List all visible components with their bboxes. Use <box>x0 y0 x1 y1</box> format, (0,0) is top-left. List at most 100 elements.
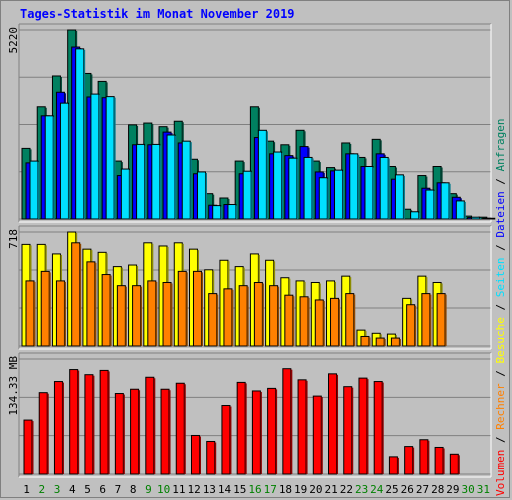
x-tick-label-day-3: 3 <box>54 483 61 496</box>
bar-seiten-day-23 <box>364 166 374 220</box>
bar-volumen-day-11 <box>175 382 185 475</box>
bar-shadow-rechner-day-1 <box>34 281 36 346</box>
bar-shadow-rechner-day-7 <box>125 286 127 346</box>
bar-volumen-day-7 <box>114 393 124 475</box>
bar-volumen-day-12 <box>190 434 200 475</box>
bar-volumen-day-29 <box>449 453 459 475</box>
legend-entry-dateien: Dateien <box>494 191 507 237</box>
x-tick-label-day-4: 4 <box>69 483 76 496</box>
x-tick-label-day-26: 26 <box>401 483 414 496</box>
bar-shadow-seiten-day-16 <box>266 131 268 219</box>
bar-seiten-day-26 <box>410 211 420 220</box>
bar-seiten-day-1 <box>29 160 39 220</box>
bar-seiten-day-19 <box>303 156 313 220</box>
bar-shadow-volumen-day-14 <box>229 406 232 474</box>
bar-shadow-seiten-day-29 <box>464 201 466 219</box>
x-tick-label-day-16: 16 <box>248 483 261 496</box>
legend: Volumen / Rechner / Besuche / Seiten / D… <box>494 118 507 496</box>
x-tick-label-day-5: 5 <box>84 483 91 496</box>
bar-rechner-day-7 <box>116 285 126 347</box>
bar-rechner-day-21 <box>330 297 340 347</box>
bar-shadow-seiten-day-26 <box>418 212 421 219</box>
bar-shadow-seiten-day-5 <box>98 95 101 219</box>
bar-seiten-day-24 <box>379 156 389 220</box>
bar-shadow-volumen-day-19 <box>306 380 308 474</box>
bar-volumen-day-1 <box>23 419 33 475</box>
bar-volumen-day-22 <box>343 386 353 475</box>
bar-shadow-seiten-day-22 <box>357 154 360 219</box>
x-tick-label-day-12: 12 <box>187 483 200 496</box>
bar-shadow-seiten-day-25 <box>403 175 405 219</box>
y-max-label-top: 5220 <box>7 27 20 54</box>
bar-shadow-rechner-day-28 <box>445 294 447 346</box>
bar-shadow-rechner-day-9 <box>155 281 158 346</box>
x-tick-label-day-18: 18 <box>279 483 292 496</box>
bar-volumen-day-14 <box>221 405 231 475</box>
bar-shadow-seiten-day-18 <box>296 159 299 219</box>
bar-shadow-seiten-day-1 <box>38 162 40 219</box>
bar-seiten-day-22 <box>349 153 359 220</box>
bar-seiten-day-16 <box>257 129 267 220</box>
bar-volumen-day-17 <box>267 387 277 475</box>
bar-volumen-day-2 <box>38 392 48 475</box>
bar-shadow-rechner-day-11 <box>186 272 188 346</box>
bar-shadow-rechner-day-21 <box>338 299 341 346</box>
bar-rechner-day-1 <box>25 280 35 347</box>
bar-shadow-seiten-day-24 <box>388 158 390 219</box>
bar-rechner-day-24 <box>375 337 385 347</box>
bar-rechner-day-9 <box>147 280 157 347</box>
chart-title: Tages-Statistik im Monat November 2019 <box>20 7 295 21</box>
bar-volumen-day-26 <box>404 446 414 475</box>
bar-volumen-day-16 <box>251 390 261 475</box>
bar-seiten-day-17 <box>273 151 283 220</box>
bar-rechner-day-18 <box>284 294 294 347</box>
bar-shadow-rechner-day-6 <box>110 275 112 346</box>
bar-rechner-day-17 <box>269 285 279 347</box>
bar-seiten-day-7 <box>120 168 130 220</box>
bar-shadow-seiten-day-11 <box>190 142 192 219</box>
bar-volumen-day-15 <box>236 381 246 475</box>
bar-rechner-day-19 <box>299 296 309 347</box>
y-max-label-middle: 718 <box>7 229 20 249</box>
bar-shadow-volumen-day-9 <box>153 378 156 474</box>
bar-rechner-day-14 <box>223 288 233 347</box>
bar-seiten-day-18 <box>288 157 298 220</box>
bar-shadow-rechner-day-15 <box>247 286 249 346</box>
bar-seiten-day-31 <box>486 217 496 220</box>
bar-shadow-rechner-day-12 <box>201 272 203 346</box>
bar-seiten-day-8 <box>136 143 146 220</box>
bar-shadow-volumen-day-5 <box>92 375 95 474</box>
bar-shadow-rechner-day-18 <box>292 296 295 346</box>
x-tick-label-day-22: 22 <box>340 483 353 496</box>
bar-shadow-volumen-day-15 <box>245 383 247 474</box>
x-tick-label-day-30: 30 <box>462 483 475 496</box>
bar-shadow-rechner-day-17 <box>277 286 280 346</box>
bar-volumen-day-10 <box>160 388 170 475</box>
bar-shadow-seiten-day-2 <box>53 116 55 219</box>
bar-shadow-volumen-day-4 <box>77 370 80 474</box>
bar-shadow-volumen-day-7 <box>123 394 125 474</box>
bar-shadow-rechner-day-14 <box>231 289 234 346</box>
bar-volumen-day-3 <box>53 381 63 475</box>
bar-seiten-day-28 <box>440 182 450 220</box>
x-tick-label-day-31: 31 <box>477 483 490 496</box>
bar-shadow-volumen-day-29 <box>458 455 460 474</box>
x-tick-label-day-17: 17 <box>264 483 277 496</box>
x-tick-label-day-7: 7 <box>115 483 122 496</box>
bar-seiten-day-6 <box>105 96 115 220</box>
bar-shadow-rechner-day-2 <box>49 272 51 346</box>
bar-volumen-day-13 <box>206 440 216 475</box>
legend-entry-volumen: Volumen <box>494 450 507 496</box>
bar-volumen-day-5 <box>84 374 94 475</box>
bar-rechner-day-6 <box>101 274 111 347</box>
bar-seiten-day-14 <box>227 204 237 220</box>
x-tick-label-day-20: 20 <box>309 483 322 496</box>
y-max-label-bottom: 134.33 MB <box>7 356 20 416</box>
bar-shadow-volumen-day-25 <box>397 457 399 474</box>
bar-volumen-day-19 <box>297 379 307 475</box>
bar-shadow-rechner-day-20 <box>323 300 325 346</box>
bar-volumen-day-27 <box>419 439 429 475</box>
bar-volumen-day-6 <box>99 369 109 475</box>
bar-shadow-volumen-day-8 <box>138 390 141 474</box>
